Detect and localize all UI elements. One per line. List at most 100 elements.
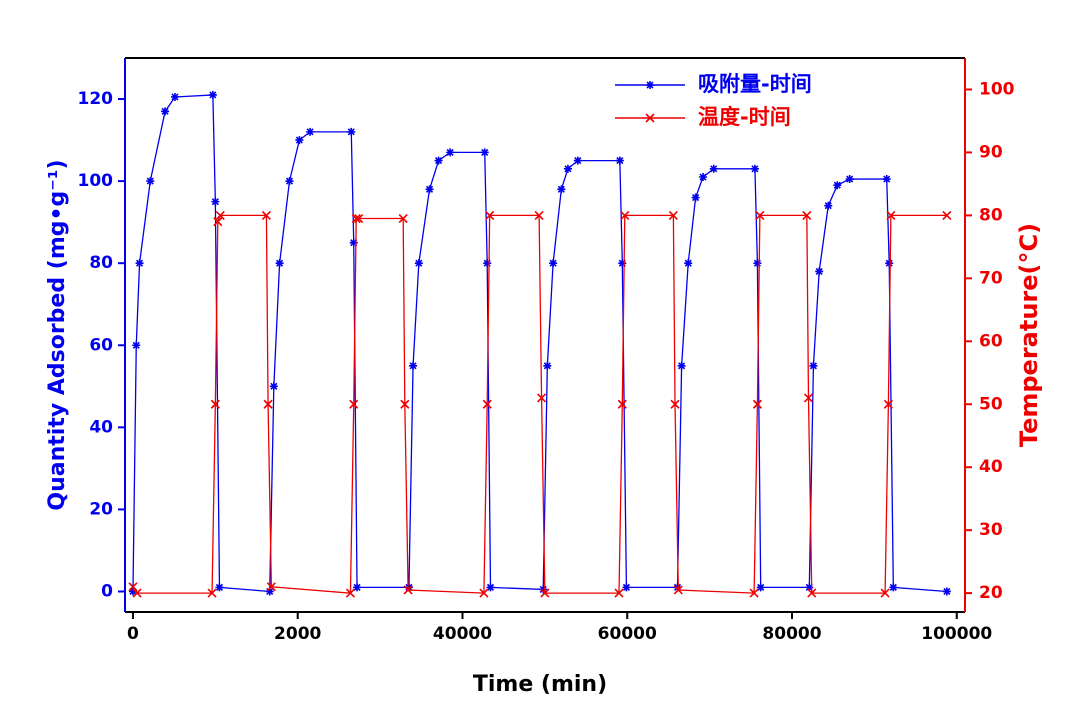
- data-point: [753, 259, 762, 268]
- y-tick-label: 40: [89, 417, 113, 437]
- data-point: [620, 210, 630, 220]
- data-point: [750, 164, 759, 173]
- data-point: [617, 399, 627, 409]
- y2-tick-label: 50: [979, 394, 1003, 414]
- data-point: [479, 588, 489, 598]
- data-point: [802, 210, 812, 220]
- data-point: [557, 185, 566, 194]
- data-point: [537, 393, 547, 403]
- data-point: [349, 238, 358, 247]
- data-point: [824, 201, 833, 210]
- data-point: [285, 177, 294, 186]
- x-tick-label: 100000: [921, 624, 992, 644]
- data-point: [573, 156, 582, 165]
- data-point: [265, 587, 274, 596]
- data-point: [485, 210, 495, 220]
- data-point: [263, 399, 273, 409]
- data-point: [210, 399, 220, 409]
- data-point: [677, 361, 686, 370]
- legend-marker: [645, 113, 655, 123]
- y2-tick-label: 40: [979, 457, 1003, 477]
- data-point: [170, 92, 179, 101]
- data-point: [403, 585, 413, 595]
- data-point: [805, 583, 814, 592]
- legend-label: 温度-时间: [698, 105, 791, 129]
- data-point: [483, 259, 492, 268]
- data-point: [215, 583, 224, 592]
- data-point: [161, 107, 170, 116]
- data-point: [539, 585, 548, 594]
- data-point: [618, 259, 627, 268]
- y-tick-label: 20: [89, 499, 113, 519]
- data-point: [347, 127, 356, 136]
- data-point: [668, 210, 678, 220]
- data-point: [886, 210, 896, 220]
- x-tick-label: 40000: [433, 624, 492, 644]
- y2-tick-label: 70: [979, 268, 1003, 288]
- data-point: [128, 582, 138, 592]
- data-point: [132, 588, 142, 598]
- data-point: [353, 583, 362, 592]
- data-point: [563, 164, 572, 173]
- data-point: [691, 193, 700, 202]
- data-point: [670, 399, 680, 409]
- legend-marker: [646, 81, 654, 89]
- series-line: [132, 214, 947, 594]
- series-line: [132, 94, 947, 593]
- y2-tick-label: 100: [979, 79, 1015, 99]
- data-point: [684, 259, 693, 268]
- data-point: [135, 259, 144, 268]
- data-point: [404, 583, 413, 592]
- data-point: [549, 259, 558, 268]
- data-point: [128, 587, 137, 596]
- y2-tick-label: 30: [979, 520, 1003, 540]
- legend-label: 吸附量-时间: [698, 72, 812, 96]
- data-point: [446, 148, 455, 157]
- data-point: [208, 90, 217, 99]
- data-point: [809, 361, 818, 370]
- data-point: [345, 588, 356, 598]
- data-point: [673, 585, 683, 595]
- data-point: [756, 583, 765, 592]
- data-point: [215, 210, 225, 220]
- data-point: [261, 210, 271, 220]
- data-point: [480, 148, 489, 157]
- data-point: [398, 213, 408, 224]
- data-point: [885, 259, 894, 268]
- data-point: [266, 582, 276, 592]
- data-point: [425, 185, 434, 194]
- data-point: [833, 181, 842, 190]
- data-point: [942, 587, 951, 596]
- data-point: [699, 173, 708, 182]
- y-tick-label: 120: [78, 89, 114, 109]
- data-point: [540, 588, 550, 598]
- data-point: [614, 588, 624, 598]
- data-point: [213, 217, 223, 227]
- data-point: [414, 259, 423, 268]
- data-point: [543, 361, 552, 370]
- data-point: [880, 588, 890, 598]
- x-axis-label: Time (min): [473, 672, 607, 697]
- data-point: [269, 382, 278, 391]
- data-point: [132, 341, 141, 350]
- data-point: [295, 136, 304, 145]
- data-point: [845, 175, 854, 184]
- data-point: [146, 177, 155, 186]
- data-point: [306, 127, 315, 136]
- data-point: [807, 588, 817, 598]
- y-axis-label: Quantity Adsorbed (mg•g⁻¹): [45, 159, 70, 510]
- y2-tick-label: 80: [979, 205, 1003, 225]
- data-point: [942, 210, 952, 220]
- data-point: [434, 156, 443, 165]
- data-point: [207, 588, 217, 598]
- data-point: [349, 399, 359, 409]
- data-point: [275, 259, 284, 268]
- data-point: [673, 583, 682, 592]
- data-point: [815, 267, 824, 276]
- data-point: [752, 399, 762, 409]
- data-point: [615, 156, 624, 165]
- data-point: [882, 175, 891, 184]
- data-point: [883, 399, 893, 409]
- data-point: [534, 210, 544, 220]
- y2-tick-label: 90: [979, 142, 1003, 162]
